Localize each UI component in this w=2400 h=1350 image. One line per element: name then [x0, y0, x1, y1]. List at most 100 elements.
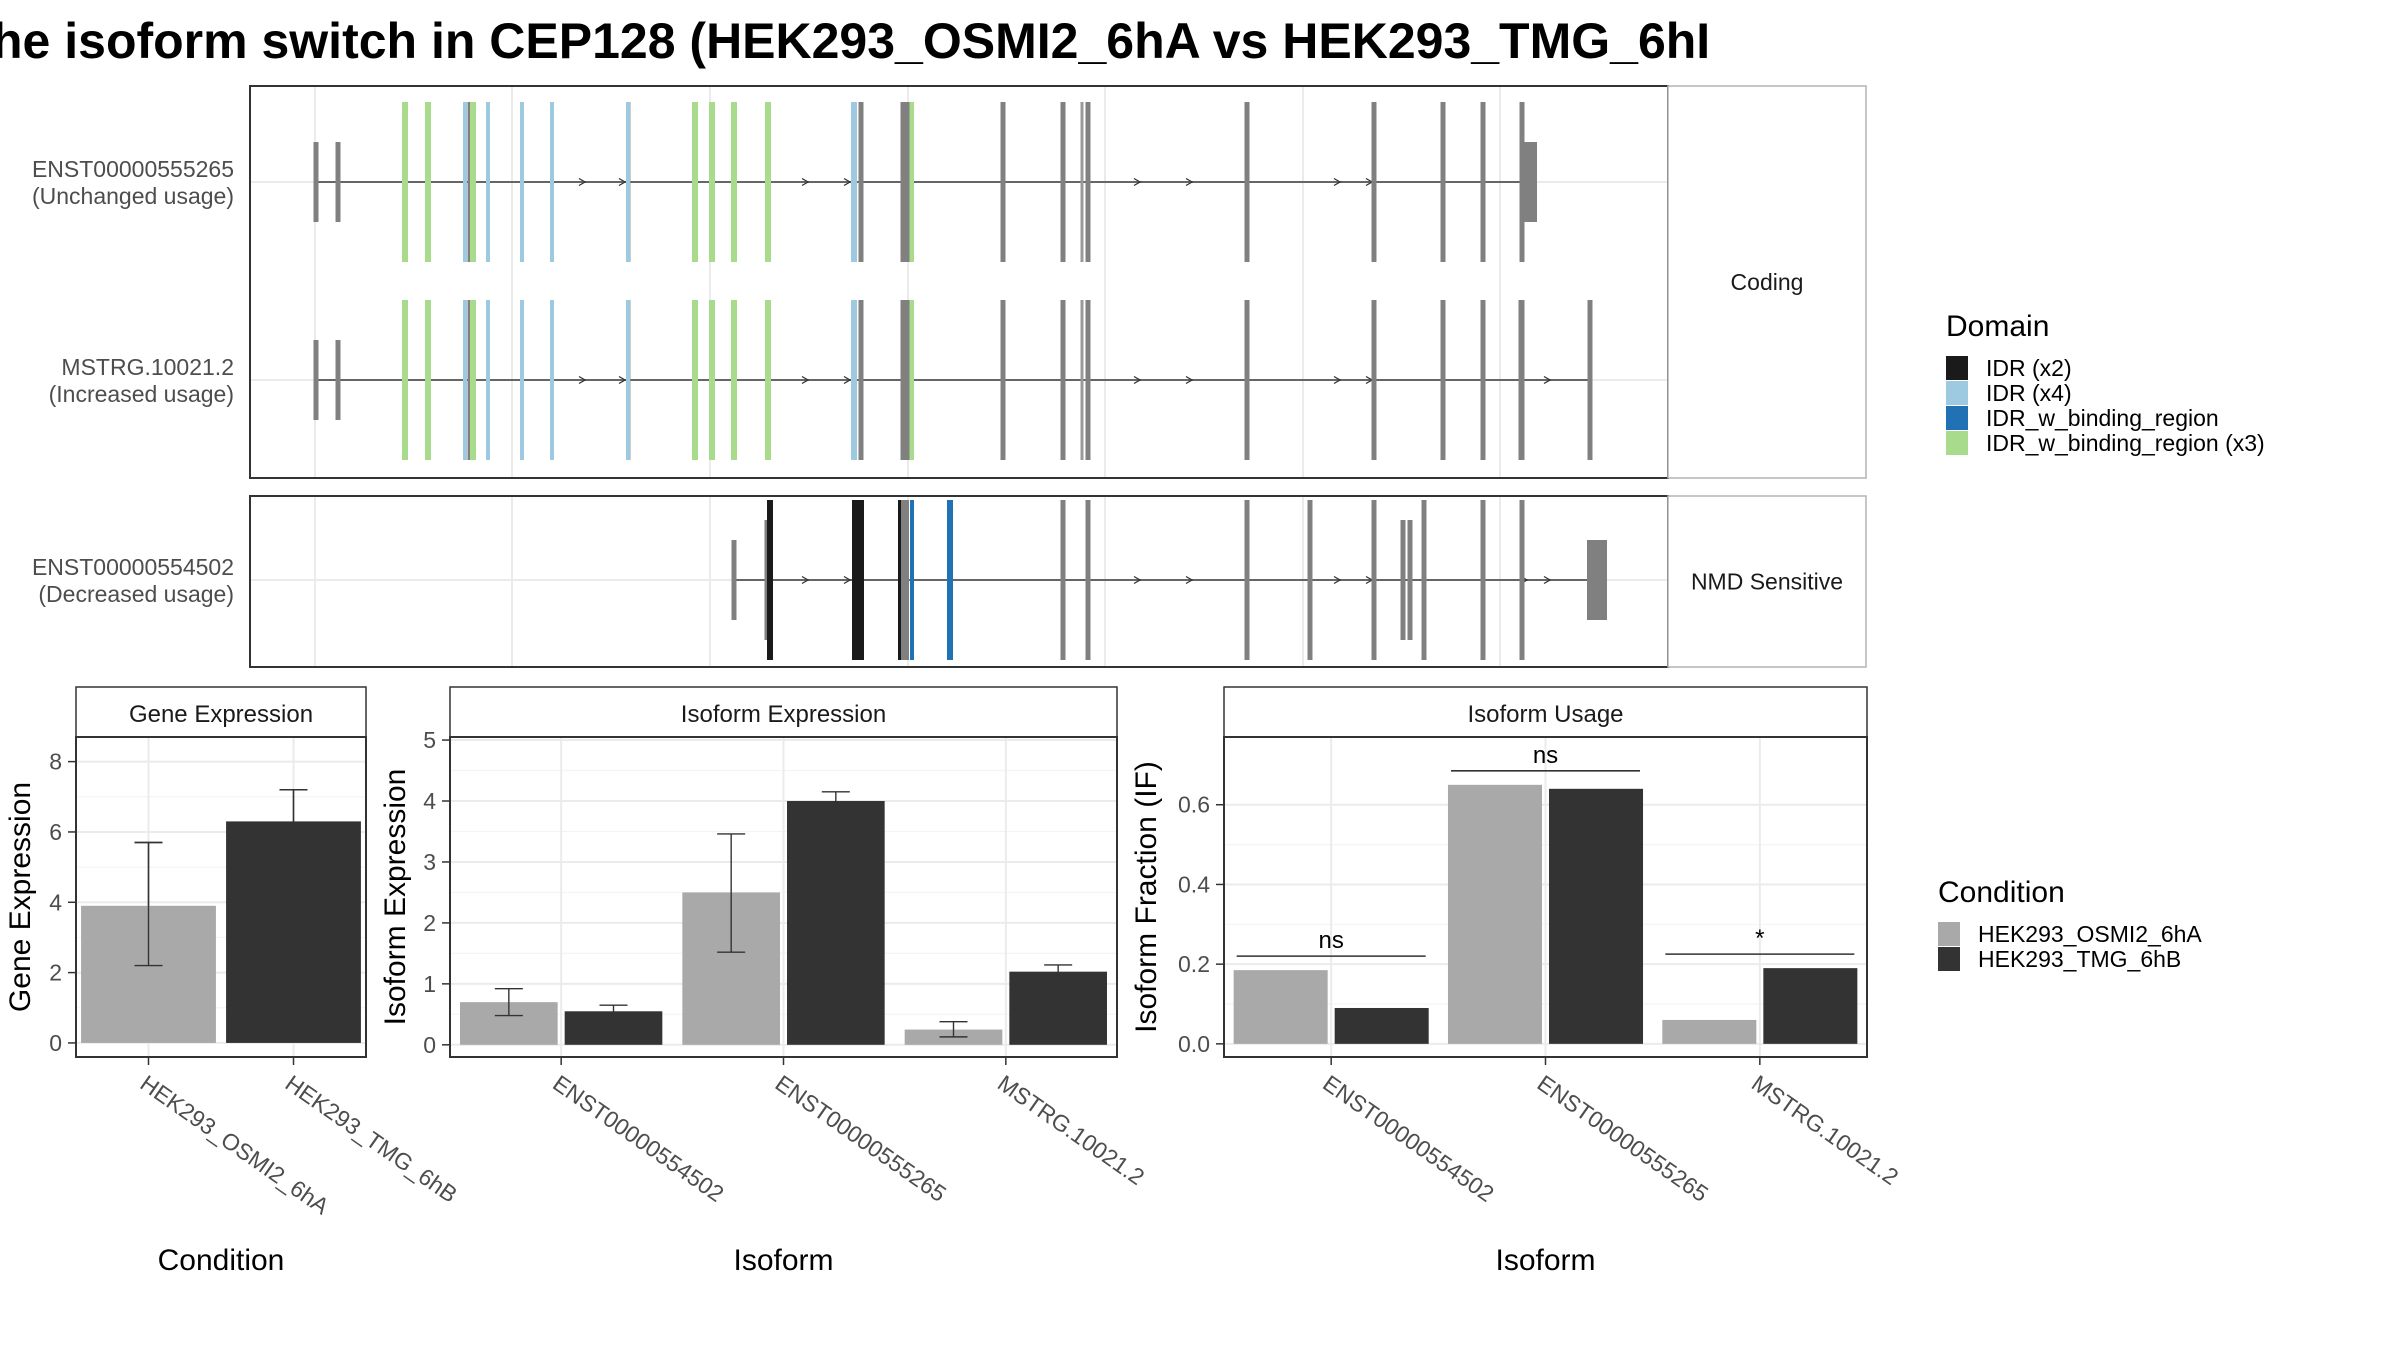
- direction-arrow: [1333, 177, 1342, 187]
- exon: [1244, 300, 1250, 460]
- exon: [335, 340, 341, 420]
- direction-arrow: [578, 177, 587, 187]
- facet-strip: [449, 686, 1118, 738]
- exon: [1080, 300, 1084, 460]
- exon: [1519, 500, 1525, 660]
- direction-arrow: [801, 575, 810, 585]
- legend-swatch: [1938, 922, 1960, 946]
- transcript-track: [731, 500, 1607, 660]
- domain-idr-w-binding-region-x3: [470, 102, 476, 262]
- domain-idr-w-binding-region-x3: [692, 102, 698, 262]
- x-tick-label: ENST00000554502: [1318, 1070, 1498, 1207]
- legend-swatch: [1946, 381, 1968, 405]
- exon: [1407, 520, 1413, 640]
- y-tick-label: 1: [423, 971, 436, 997]
- legend-item-label: HEK293_TMG_6hB: [1978, 946, 2181, 972]
- domain-idr-w-binding-region-x3: [402, 300, 408, 460]
- domain-idr-x4: [486, 102, 490, 262]
- chart-panel: Isoform Expression 0 1 2 3 4 5 ENST00000554502 E…: [379, 686, 1149, 1277]
- x-tick-label: MSTRG.10021.2: [993, 1070, 1149, 1190]
- y-axis-title: Isoform Expression: [379, 769, 412, 1026]
- domain-idr-x4: [486, 300, 490, 460]
- bar: [1233, 970, 1328, 1044]
- significance-label: ns: [1533, 742, 1558, 769]
- bar: [1447, 784, 1542, 1044]
- legend-item-label: IDR (x4): [1986, 380, 2072, 406]
- x-tick-label: MSTRG.10021.2: [1747, 1070, 1903, 1190]
- legend-swatch: [1946, 356, 1968, 380]
- track-label: ENST00000554502: [32, 554, 234, 580]
- domain-idr-x2: [852, 500, 858, 660]
- domain-idr-w-binding-region-x3: [731, 300, 737, 460]
- utr-block: [1587, 540, 1607, 620]
- exon: [1060, 300, 1066, 460]
- bar: [1763, 968, 1858, 1044]
- domain-idr-w-binding-region-x3: [731, 102, 737, 262]
- chart-panel: Isoform Usage ns ns * 0.0 0.2 0.4 0.6 ENST000005…: [1130, 686, 1903, 1277]
- facet-strip-label: NMD Sensitive: [1691, 569, 1843, 595]
- exon: [1060, 500, 1066, 660]
- legend-swatch: [1946, 431, 1968, 455]
- domain-idr-w-binding-region-x3: [910, 300, 914, 460]
- legend-swatch: [1946, 406, 1968, 430]
- exon: [1085, 102, 1091, 262]
- legend-swatch: [1938, 947, 1960, 971]
- y-tick-label: 4: [423, 788, 436, 814]
- panel-border: [249, 85, 1669, 479]
- exon: [858, 102, 864, 262]
- direction-arrow: [618, 177, 627, 187]
- x-axis-title: Isoform: [1495, 1244, 1595, 1277]
- figure-title: he isoform switch in CEP128 (HEK293_OSMI…: [0, 13, 1710, 69]
- domain-idr-w-binding-region-x3: [765, 300, 771, 460]
- exon: [1440, 102, 1446, 262]
- domain-idr-w-binding-region: [947, 500, 953, 660]
- direction-arrow: [1543, 575, 1552, 585]
- facet-strip-label: Coding: [1731, 269, 1804, 295]
- direction-arrow: [1543, 375, 1552, 385]
- y-tick-label: 0.6: [1178, 792, 1210, 818]
- transcript-track: [313, 102, 1537, 262]
- direction-arrow: [801, 177, 810, 187]
- direction-arrow: [1133, 177, 1142, 187]
- panel-border: [75, 736, 367, 1058]
- domain-idr-w-binding-region-x3: [402, 102, 408, 262]
- direction-arrow: [843, 575, 852, 585]
- exon: [901, 500, 909, 660]
- direction-arrow: [1133, 575, 1142, 585]
- bar: [1549, 788, 1644, 1044]
- chart-title: Isoform Expression: [681, 701, 886, 728]
- x-axis-title: Isoform: [733, 1244, 833, 1277]
- y-tick-label: 8: [49, 749, 62, 775]
- track-sublabel: (Increased usage): [49, 381, 234, 407]
- exon: [1000, 300, 1006, 460]
- exon: [1480, 500, 1486, 660]
- y-tick-label: 6: [49, 819, 62, 845]
- exon: [900, 300, 910, 460]
- domain-idr-w-binding-region-x3: [692, 300, 698, 460]
- exon: [313, 340, 319, 420]
- exon: [858, 300, 864, 460]
- bar: [226, 821, 361, 1043]
- exon: [1244, 102, 1250, 262]
- legend-title: Domain: [1946, 310, 2049, 343]
- utr-block: [1523, 142, 1537, 222]
- bar: [1662, 1019, 1757, 1044]
- domain-idr-x4: [851, 102, 857, 262]
- domain-idr-x4: [550, 102, 554, 262]
- exon: [1371, 500, 1377, 660]
- exon: [1480, 300, 1486, 460]
- y-axis-title: Gene Expression: [4, 782, 37, 1012]
- domain-idr-x4: [520, 102, 524, 262]
- exon: [1371, 102, 1377, 262]
- domain-idr-x2: [767, 500, 773, 660]
- direction-arrow: [843, 375, 852, 385]
- direction-arrow: [843, 177, 852, 187]
- x-tick-label: ENST00000555265: [771, 1070, 951, 1207]
- exon: [1307, 500, 1313, 660]
- domain-idr-w-binding-region-x3: [709, 300, 715, 460]
- domain-idr-x4: [463, 102, 467, 262]
- bar: [787, 801, 885, 1045]
